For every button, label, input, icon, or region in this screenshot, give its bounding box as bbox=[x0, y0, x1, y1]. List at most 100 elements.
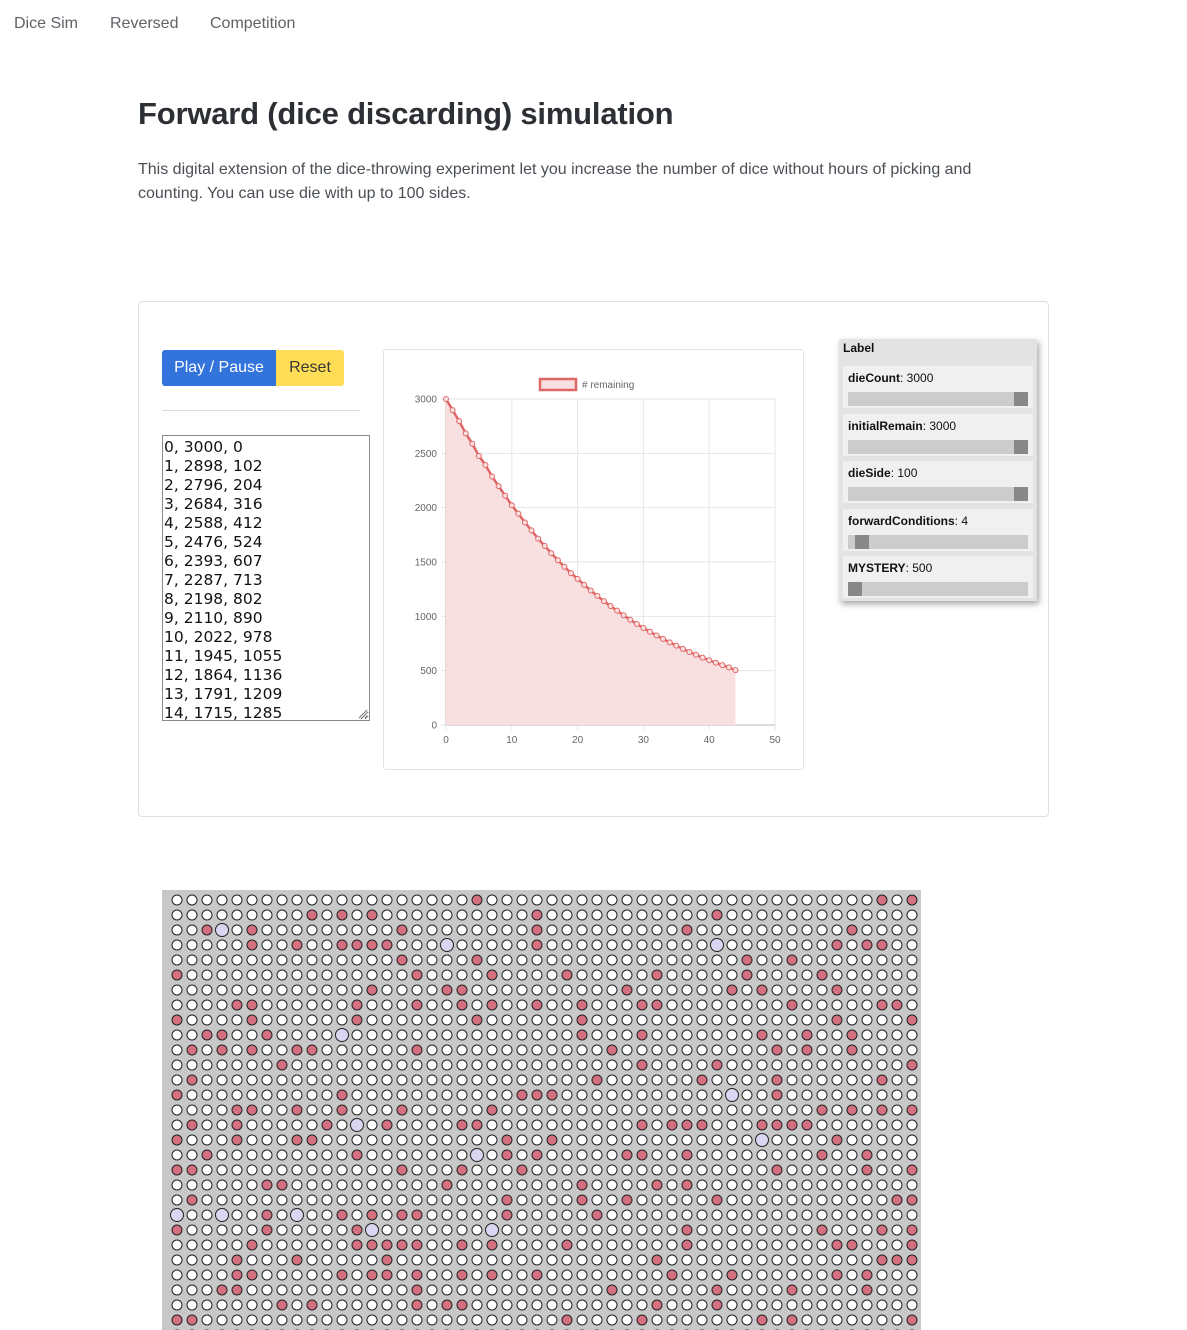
slider-thumb[interactable] bbox=[1014, 487, 1028, 501]
die-cell bbox=[906, 1164, 918, 1176]
MYSTERY-slider[interactable] bbox=[848, 582, 1028, 596]
die-cell bbox=[561, 894, 573, 906]
slider-thumb[interactable] bbox=[1014, 440, 1028, 454]
die-cell bbox=[531, 1044, 543, 1056]
die-cell bbox=[876, 1164, 888, 1176]
die-cell bbox=[186, 1224, 198, 1236]
die-cell bbox=[201, 924, 213, 936]
param-name: MYSTERY bbox=[848, 561, 906, 575]
die-cell bbox=[336, 1059, 348, 1071]
die-cell bbox=[471, 1119, 483, 1131]
die-cell bbox=[366, 1314, 378, 1326]
die-cell bbox=[246, 1269, 258, 1281]
die-cell bbox=[696, 984, 708, 996]
die-cell bbox=[711, 1014, 723, 1026]
die-cell bbox=[336, 1089, 348, 1101]
die-cell bbox=[366, 999, 378, 1011]
die-cell bbox=[531, 1089, 543, 1101]
die-cell bbox=[876, 1089, 888, 1101]
play-pause-button[interactable]: Play / Pause bbox=[162, 350, 276, 386]
data-point bbox=[679, 645, 686, 652]
die-cell bbox=[906, 1134, 918, 1146]
die-cell bbox=[426, 1059, 438, 1071]
die-cell bbox=[846, 924, 858, 936]
dieSide-slider[interactable] bbox=[848, 487, 1028, 501]
die-cell bbox=[816, 1224, 828, 1236]
forwardConditions-slider[interactable] bbox=[848, 535, 1028, 549]
nav-reversed[interactable]: Reversed bbox=[110, 15, 179, 32]
die-cell bbox=[831, 1074, 843, 1086]
die-cell bbox=[561, 1044, 573, 1056]
die-cell bbox=[306, 1149, 318, 1161]
die-cell bbox=[576, 1029, 588, 1041]
die-cell bbox=[291, 939, 303, 951]
dieCount-slider[interactable] bbox=[848, 392, 1028, 406]
die-cell bbox=[621, 1104, 633, 1116]
die-cell bbox=[396, 999, 408, 1011]
die-cell bbox=[186, 1194, 198, 1206]
dice-grid bbox=[162, 890, 921, 1330]
die-cell bbox=[711, 1044, 723, 1056]
die-cell bbox=[711, 894, 723, 906]
die-cell bbox=[231, 1314, 243, 1326]
die-cell bbox=[486, 894, 498, 906]
die-cell bbox=[336, 909, 348, 921]
die-cell bbox=[891, 1044, 903, 1056]
die-cell bbox=[591, 984, 603, 996]
reset-button[interactable]: Reset bbox=[276, 350, 344, 386]
die-cell bbox=[471, 1164, 483, 1176]
die-cell bbox=[696, 1224, 708, 1236]
die-cell bbox=[816, 1029, 828, 1041]
slider-thumb[interactable] bbox=[848, 582, 862, 596]
die-cell bbox=[171, 909, 183, 921]
die-cell bbox=[276, 1254, 288, 1266]
die-cell bbox=[771, 1104, 783, 1116]
die-cell bbox=[546, 1254, 558, 1266]
nav-competition[interactable]: Competition bbox=[210, 15, 296, 32]
die-cell bbox=[726, 1074, 738, 1086]
die-cell bbox=[396, 1314, 408, 1326]
die-cell bbox=[471, 1044, 483, 1056]
die-cell bbox=[831, 894, 843, 906]
data-point bbox=[475, 452, 482, 459]
die-cell bbox=[516, 1134, 528, 1146]
die-cell bbox=[861, 1044, 873, 1056]
nav-dice-sim[interactable]: Dice Sim bbox=[14, 15, 79, 32]
die-cell bbox=[621, 1044, 633, 1056]
die-cell bbox=[456, 1134, 468, 1146]
die-cell bbox=[741, 1254, 753, 1266]
die-cell bbox=[171, 1179, 183, 1191]
die-cell bbox=[591, 954, 603, 966]
die-cell bbox=[546, 1149, 558, 1161]
die-cell bbox=[696, 894, 708, 906]
die-cell bbox=[891, 1269, 903, 1281]
die-cell bbox=[771, 969, 783, 981]
slider-thumb[interactable] bbox=[1014, 392, 1028, 406]
die-cell bbox=[561, 939, 573, 951]
die-cell bbox=[321, 1179, 333, 1191]
die-cell bbox=[591, 1194, 603, 1206]
die-cell bbox=[621, 1119, 633, 1131]
slider-thumb[interactable] bbox=[854, 535, 869, 549]
die-cell bbox=[666, 1059, 678, 1071]
die-cell bbox=[621, 999, 633, 1011]
die-cell bbox=[816, 1119, 828, 1131]
die-cell bbox=[215, 1208, 229, 1222]
die-cell bbox=[846, 939, 858, 951]
die-cell bbox=[546, 1299, 558, 1311]
die-cell bbox=[306, 1119, 318, 1131]
die-cell bbox=[411, 1044, 423, 1056]
die-cell bbox=[876, 984, 888, 996]
die-cell bbox=[651, 1179, 663, 1191]
die-cell bbox=[621, 1209, 633, 1221]
die-cell bbox=[291, 894, 303, 906]
data-point bbox=[489, 473, 496, 480]
die-cell bbox=[861, 1029, 873, 1041]
resize-grip-icon[interactable] bbox=[356, 707, 368, 719]
initialRemain-slider[interactable] bbox=[848, 440, 1028, 454]
die-cell bbox=[711, 1149, 723, 1161]
die-cell bbox=[651, 1314, 663, 1326]
results-log[interactable] bbox=[162, 435, 370, 721]
die-cell bbox=[561, 1269, 573, 1281]
die-cell bbox=[546, 1014, 558, 1026]
